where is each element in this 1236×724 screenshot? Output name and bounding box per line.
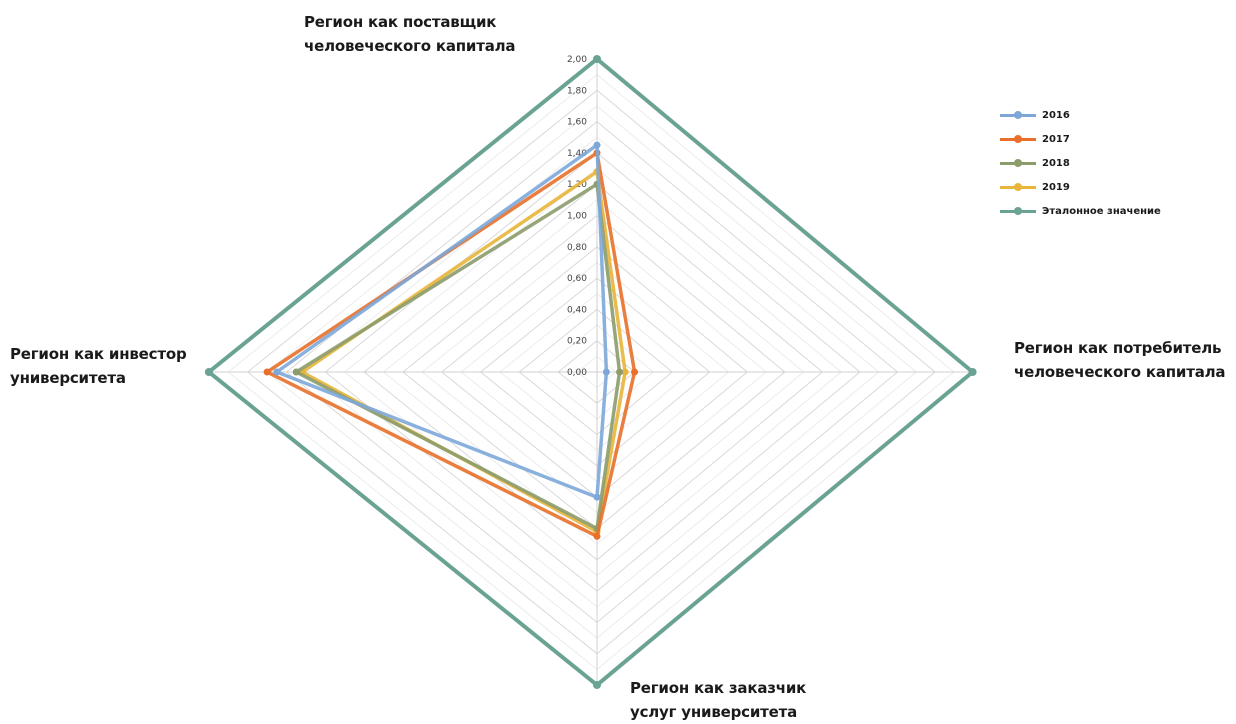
series-point	[263, 368, 271, 376]
legend-swatch-2016	[1000, 110, 1036, 120]
tick-labels: 0,000,200,400,600,801,001,201,401,601,80…	[567, 55, 587, 378]
series-point	[593, 493, 601, 501]
tick-label: 0,60	[567, 274, 587, 284]
series-point	[593, 681, 601, 689]
series-point	[593, 532, 601, 540]
axis-label-customer-line2: услуг университета	[630, 703, 798, 721]
legend-label-2019: 2019	[1042, 181, 1070, 193]
axis-label-investor-line1: Регион как инвестор	[10, 345, 187, 363]
legend-item-2019: 2019	[1000, 175, 1161, 199]
series-point	[593, 141, 601, 149]
tick-label: 2,00	[567, 55, 587, 65]
tick-label: 1,60	[567, 118, 587, 128]
legend-label-reference: Эталонное значение	[1042, 205, 1161, 217]
axis-label-investor-line2: университета	[10, 369, 126, 387]
series-point	[273, 368, 281, 376]
legend-swatch-2018	[1000, 158, 1036, 168]
axis-label-supplier-line2: человеческого капитала	[304, 37, 516, 55]
series-point	[631, 368, 639, 376]
tick-label: 1,80	[567, 86, 587, 96]
tick-label: 0,00	[567, 368, 587, 378]
legend-label-2017: 2017	[1042, 133, 1070, 145]
chart-series	[204, 55, 977, 689]
axis-label-supplier-line1: Регион как поставщик	[304, 13, 497, 31]
series-point	[593, 55, 601, 63]
series-point	[204, 368, 213, 376]
tick-label: 1,00	[567, 212, 587, 222]
legend-item-2016: 2016	[1000, 103, 1161, 127]
chart-legend: 2016 2017 2018 2019 Эталонное значение	[1000, 103, 1161, 223]
series-point	[968, 368, 977, 376]
series-point	[621, 368, 629, 376]
tick-label: 0,20	[567, 337, 587, 347]
legend-item-reference: Эталонное значение	[1000, 199, 1161, 223]
tick-label: 0,40	[567, 305, 587, 315]
legend-swatch-reference	[1000, 206, 1036, 216]
axis-label-consumer-line1: Регион как потребитель	[1014, 339, 1222, 357]
tick-label: 1,40	[567, 149, 587, 159]
series-point	[292, 368, 300, 376]
axis-label-customer: Регион как заказчик услуг университета	[630, 676, 806, 724]
legend-swatch-2019	[1000, 182, 1036, 192]
axis-label-customer-line1: Регион как заказчик	[630, 679, 807, 697]
legend-swatch-2017	[1000, 134, 1036, 144]
axis-label-investor: Регион как инвестор университета	[10, 342, 187, 390]
legend-item-2018: 2018	[1000, 151, 1161, 175]
legend-item-2017: 2017	[1000, 127, 1161, 151]
chart-grid	[208, 58, 974, 686]
series-2019	[298, 168, 629, 536]
axis-label-consumer: Регион как потребитель человеческого кап…	[1014, 336, 1226, 384]
axis-label-supplier: Регион как поставщик человеческого капит…	[304, 10, 516, 58]
legend-label-2016: 2016	[1042, 109, 1070, 121]
tick-label: 0,80	[567, 243, 587, 253]
axis-label-consumer-line2: человеческого капитала	[1014, 363, 1226, 381]
legend-label-2018: 2018	[1042, 157, 1070, 169]
series-2016	[273, 141, 610, 501]
series-point	[602, 368, 610, 376]
series-reference	[204, 55, 977, 689]
series-point	[616, 368, 624, 376]
